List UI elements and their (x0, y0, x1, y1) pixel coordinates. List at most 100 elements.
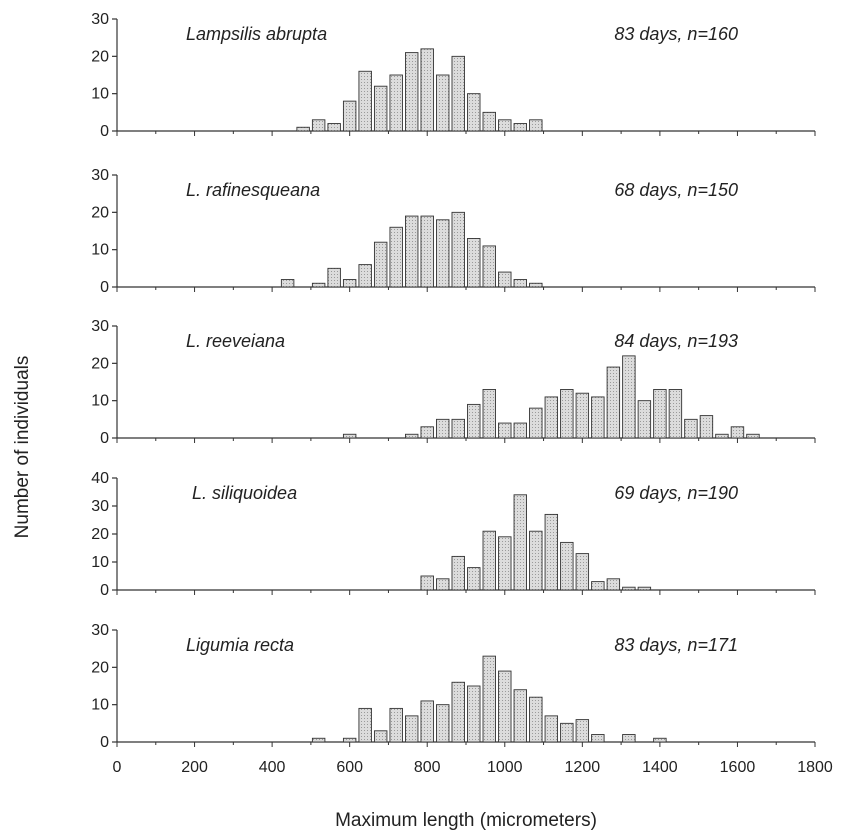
bar (591, 396, 605, 439)
annotation-label: 84 days, n=193 (614, 331, 738, 351)
bar (373, 241, 388, 288)
panel-3: 0 10 20 30 40 L. siliquoidea 69 days, n=190 (91, 470, 816, 599)
bar (498, 536, 512, 591)
bar (358, 264, 372, 288)
y-tick-label: 10 (91, 393, 109, 410)
bar (405, 52, 419, 132)
x-tick-label: 200 (181, 759, 208, 776)
bar (358, 707, 372, 743)
bar (373, 730, 388, 743)
bar (591, 581, 605, 591)
annotation-label: 83 days, n=160 (614, 24, 738, 44)
bar (420, 426, 434, 439)
bar (529, 407, 543, 439)
bar (342, 100, 357, 132)
bar (637, 400, 652, 439)
bar (653, 737, 667, 743)
y-tick-label: 20 (91, 48, 109, 65)
annotation-label: 69 days, n=190 (614, 483, 738, 503)
bar (482, 245, 496, 288)
bar (684, 418, 698, 439)
bar (653, 389, 667, 439)
bar (482, 530, 496, 591)
x-tick-label: 1400 (642, 759, 678, 776)
bar (436, 704, 450, 743)
bar (342, 737, 357, 743)
bar (544, 715, 559, 743)
x-tick-label: 400 (259, 759, 286, 776)
bar (311, 119, 326, 132)
annotation-label: 68 days, n=150 (614, 180, 738, 200)
bar (327, 267, 341, 288)
panels-group: 0 10 20 30 Lampsilis abrupta 83 days, n=160 0 1… (91, 11, 833, 776)
bar (513, 494, 527, 591)
y-tick-label: 10 (91, 697, 109, 714)
y-tick-label: 30 (91, 11, 109, 28)
species-label: L. siliquoidea (192, 483, 297, 503)
bar (311, 737, 326, 743)
bar (311, 282, 326, 288)
bar (529, 119, 543, 132)
bar (622, 734, 636, 743)
bar (436, 219, 450, 288)
panel-0: 0 10 20 30 Lampsilis abrupta 83 days, n=160 (91, 11, 816, 140)
bar (467, 93, 481, 132)
bar (467, 567, 481, 591)
bar (482, 655, 496, 743)
species-label: L. reeveiana (186, 331, 285, 351)
bar (451, 681, 465, 743)
bar (622, 586, 636, 591)
bar (373, 85, 388, 132)
bar (498, 422, 512, 439)
x-axis-title: Maximum length (micrometers) (335, 810, 597, 831)
bar (389, 707, 403, 743)
bar (482, 111, 496, 132)
y-axis-title: Number of individuals (12, 356, 33, 539)
bar (436, 578, 450, 591)
bar (405, 715, 419, 743)
bar (544, 396, 559, 439)
bar (730, 426, 745, 439)
x-tick-label: 1600 (720, 759, 756, 776)
bar (436, 418, 450, 439)
bar (420, 700, 434, 743)
bar (513, 123, 527, 132)
bar (591, 734, 605, 743)
y-tick-label: 30 (91, 498, 109, 515)
bar (420, 575, 434, 591)
bar (482, 389, 496, 439)
bar (451, 211, 465, 288)
panel-2: 0 10 20 30 L. reeveiana 84 days, n=193 (91, 318, 816, 447)
panel-4: 0 10 20 30 Ligumia recta 83 days, n=171 (91, 622, 816, 751)
y-tick-label: 0 (100, 430, 109, 447)
bar (560, 541, 574, 591)
x-tick-label: 1000 (487, 759, 523, 776)
y-tick-label: 30 (91, 318, 109, 335)
y-tick-label: 20 (91, 204, 109, 221)
y-tick-label: 40 (91, 470, 109, 487)
y-tick-label: 10 (91, 86, 109, 103)
y-tick-label: 30 (91, 622, 109, 639)
bar (280, 279, 295, 288)
bar (498, 670, 512, 743)
bar (389, 226, 403, 288)
bar (746, 433, 760, 439)
y-tick-label: 10 (91, 554, 109, 571)
y-tick-label: 0 (100, 279, 109, 296)
bar (389, 74, 403, 132)
bar (498, 119, 512, 132)
bar (513, 422, 527, 439)
bar (405, 215, 419, 288)
species-label: Ligumia recta (186, 635, 294, 655)
bar (342, 279, 357, 288)
bar (529, 282, 543, 288)
bar (436, 74, 450, 132)
bar (296, 126, 310, 132)
bar (342, 433, 357, 439)
y-tick-label: 10 (91, 242, 109, 259)
bar (606, 578, 621, 591)
bar (420, 48, 434, 132)
bar (451, 55, 465, 132)
y-tick-label: 20 (91, 659, 109, 676)
